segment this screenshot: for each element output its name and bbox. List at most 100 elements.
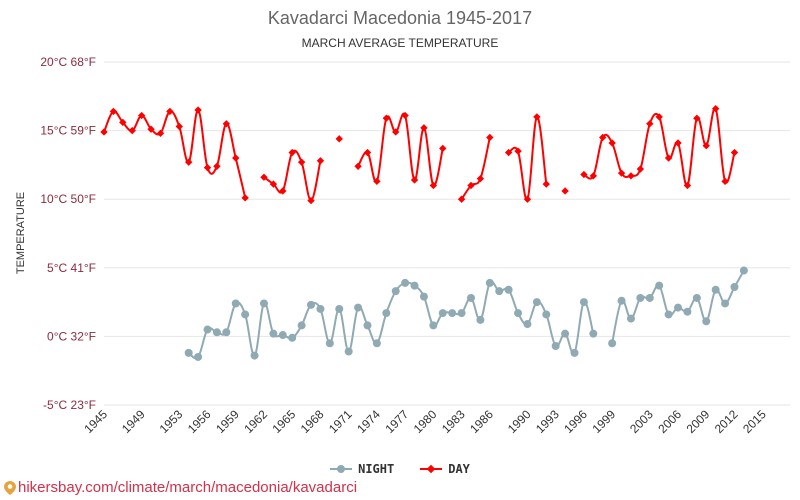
x-tick-label: 1983 — [439, 407, 468, 436]
night-point — [561, 329, 570, 338]
day-point — [410, 176, 419, 184]
night-point — [194, 352, 203, 361]
night-point — [382, 309, 391, 318]
night-point — [278, 331, 287, 340]
legend-item-day[interactable]: DAY — [420, 462, 470, 476]
day-point — [655, 113, 663, 121]
day-point — [476, 174, 485, 183]
x-tick-label: 1980 — [411, 407, 440, 436]
day-point — [194, 106, 202, 114]
night-point — [636, 293, 645, 302]
night-point — [391, 287, 400, 296]
night-point — [184, 348, 193, 357]
temperature-chart: 20°C 68°F 15°C 59°F 10°C 50°F 5°C 41°F 0°C 3… — [40, 55, 790, 436]
night-point — [410, 281, 419, 290]
x-tick-label: 1965 — [270, 407, 299, 436]
day-series-line — [103, 107, 736, 202]
day-point — [109, 107, 118, 116]
y-tick-label: 5°C 41°F — [47, 261, 96, 275]
y-tick-label: 0°C 32°F — [47, 329, 96, 343]
night-point — [514, 309, 523, 318]
day-point — [269, 180, 278, 188]
chart-subtitle: MARCH AVERAGE TEMPERATURE — [301, 36, 499, 50]
legend-label-night: NIGHT — [358, 462, 395, 476]
x-tick-label: 1990 — [505, 407, 534, 436]
x-tick-label: 2006 — [655, 407, 684, 436]
night-point — [316, 304, 325, 313]
night-point — [448, 309, 457, 318]
day-point — [420, 124, 428, 132]
day-point — [580, 170, 588, 179]
day-point — [119, 118, 127, 127]
night-point — [269, 329, 278, 338]
day-point — [542, 180, 550, 188]
night-point — [297, 321, 306, 330]
legend-label-day: DAY — [448, 462, 470, 476]
night-point — [372, 339, 381, 348]
day-point — [382, 114, 390, 122]
x-tick-label: 1968 — [298, 407, 327, 436]
night-point — [476, 315, 485, 324]
day-point — [646, 120, 654, 128]
chart-title: Kavadarci Macedonia 1945-2017 — [267, 8, 533, 28]
day-point — [617, 169, 626, 177]
day-point — [185, 158, 193, 166]
night-point — [288, 333, 297, 342]
night-point — [551, 342, 560, 351]
day-point — [213, 162, 221, 170]
x-tick-labels: 1945 1949 1953 1956 1959 1962 1965 1968 1971 1974… — [81, 407, 769, 436]
day-point — [241, 194, 249, 202]
night-point — [250, 351, 259, 360]
night-point — [664, 310, 673, 319]
day-point — [683, 181, 692, 190]
source-url: hikersbay.com/climate/march/macedonia/ka… — [18, 479, 358, 496]
day-point — [128, 126, 136, 135]
day-point — [363, 148, 372, 157]
x-tick-label: 1993 — [533, 407, 562, 436]
night-point — [401, 278, 410, 287]
x-tick-label: 1977 — [382, 407, 411, 436]
night-point — [222, 328, 231, 337]
night-point — [692, 293, 701, 302]
x-tick-label: 1956 — [185, 407, 214, 436]
day-point — [232, 154, 240, 162]
x-tick-label: 1986 — [467, 407, 496, 436]
day-point — [730, 148, 739, 157]
night-point — [523, 320, 532, 329]
legend: NIGHT DAY — [0, 462, 800, 476]
night-point — [532, 298, 541, 307]
night-point — [438, 309, 447, 318]
day-point — [297, 158, 306, 166]
night-point — [626, 314, 635, 323]
x-tick-label: 2015 — [740, 407, 769, 436]
y-tick-label: 10°C 50°F — [40, 192, 96, 206]
day-point — [316, 157, 325, 165]
legend-item-night[interactable]: NIGHT — [330, 462, 394, 476]
night-point — [683, 307, 692, 316]
x-tick-label: 1999 — [589, 407, 618, 436]
day-point — [561, 187, 569, 195]
night-point — [429, 321, 438, 330]
x-tick-label: 1996 — [561, 407, 590, 436]
night-point — [457, 309, 466, 318]
night-point — [617, 296, 626, 305]
night-point — [335, 304, 344, 313]
night-point — [354, 303, 363, 312]
day-point — [137, 111, 146, 120]
day-point — [486, 133, 494, 142]
day-point — [599, 133, 607, 142]
night-point — [419, 292, 428, 301]
day-point — [401, 111, 409, 120]
source-link[interactable]: hikersbay.com/climate/march/macedonia/ka… — [4, 479, 357, 496]
night-point — [495, 287, 504, 296]
night-point — [711, 285, 720, 294]
day-point — [627, 172, 635, 180]
night-legend-marker-icon — [330, 465, 353, 473]
day-point — [674, 139, 682, 147]
day-series — [100, 104, 739, 205]
night-point — [203, 325, 212, 334]
night-point — [655, 281, 664, 290]
day-point — [702, 142, 710, 150]
night-point — [344, 347, 353, 356]
night-point — [363, 321, 372, 330]
